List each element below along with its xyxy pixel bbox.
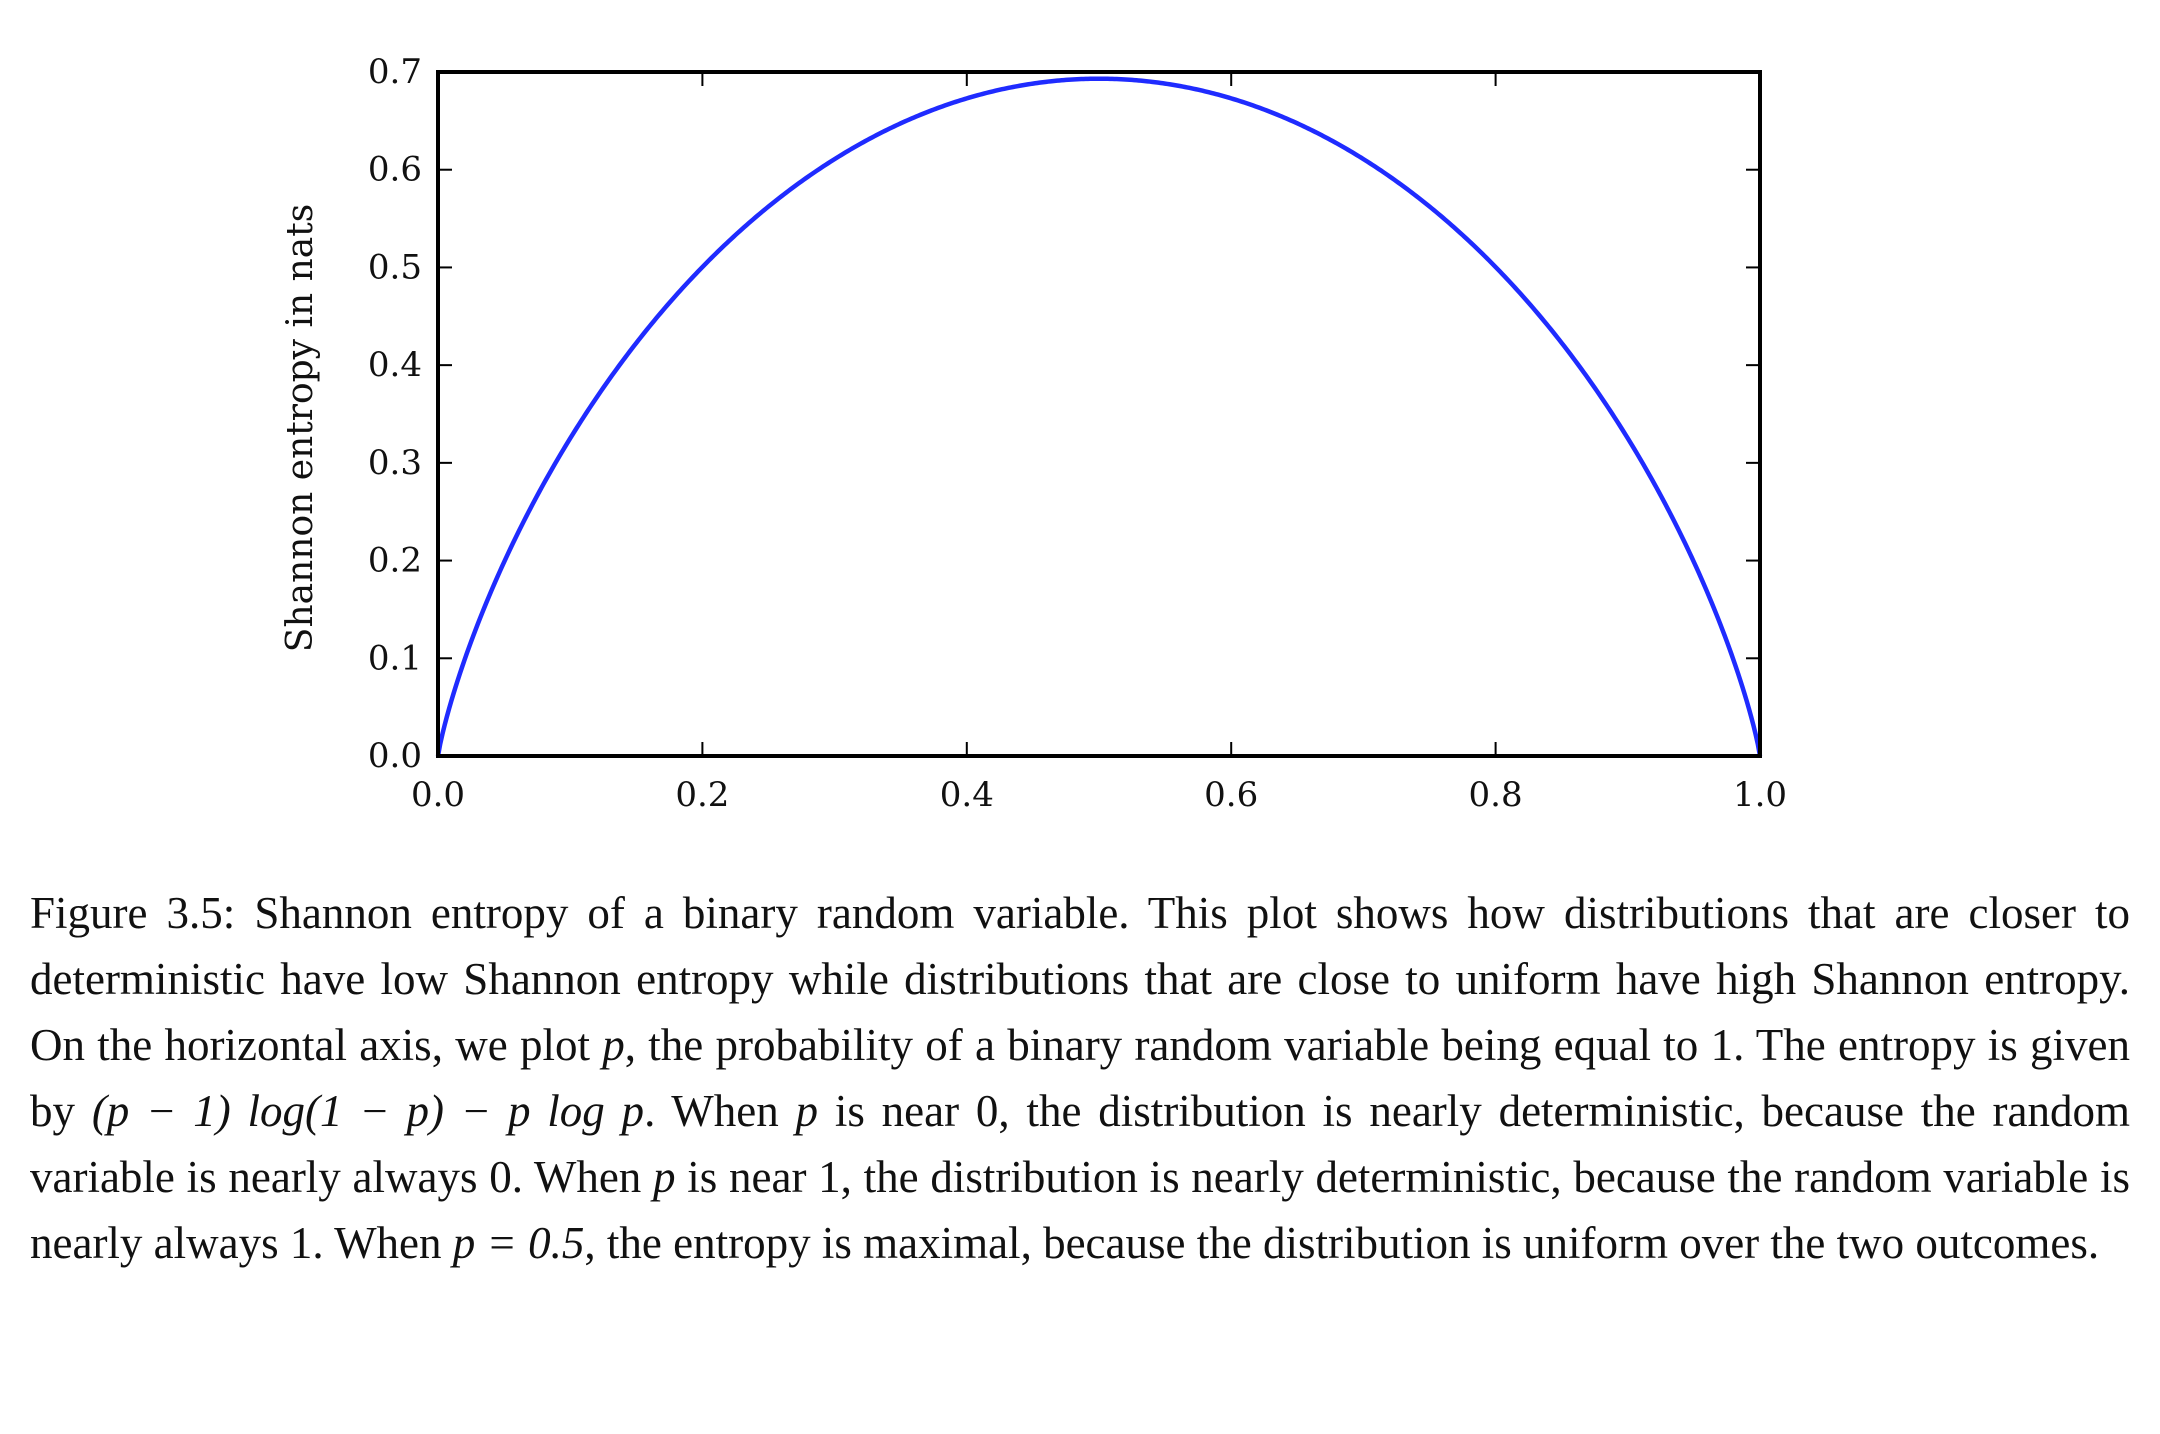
x-tick-label: 0.2: [675, 775, 729, 815]
caption-label: Figure 3.5:: [30, 888, 236, 938]
y-axis-ticks: 0.0 0.1 0.2 0.3 0.4 0.5 0.6 0.7: [368, 52, 1760, 776]
y-tick-label: 0.6: [368, 150, 422, 190]
entropy-curve-line: [435, 76, 1763, 757]
caption-var-p: p: [653, 1152, 676, 1202]
x-tick-label: 0.0: [411, 775, 465, 815]
caption-text: . When: [644, 1086, 796, 1136]
entropy-chart: 0.0 0.1 0.2 0.3 0.4 0.5 0.6 0.7 0.0 0.2 0.4 0.6 0.8…: [280, 52, 1787, 815]
x-axis-ticks: 0.0 0.2 0.4 0.6 0.8 1.0: [411, 72, 1787, 815]
plot-frame: [436, 70, 1762, 758]
y-tick-label: 0.7: [368, 52, 422, 92]
caption-text: is near 1, the distribution is nearly de…: [30, 1152, 2131, 1268]
caption-text: , the probability of a binary random var…: [30, 1020, 2130, 1136]
y-tick-label: 0.2: [368, 541, 422, 581]
x-tick-label: 0.8: [1469, 775, 1523, 815]
figure-caption: Figure 3.5: Shannon entropy of a binary …: [30, 880, 2130, 1276]
y-tick-label: 0.1: [368, 638, 422, 678]
caption-text: , the entropy is maximal, because the di…: [584, 1218, 2100, 1268]
y-axis-title: Shannon entropy in nats: [280, 204, 321, 652]
caption-var-p: p: [602, 1020, 625, 1070]
caption-equation: p = 0.5: [452, 1218, 585, 1268]
y-tick-label: 0.5: [368, 247, 422, 287]
y-tick-label: 0.0: [368, 736, 422, 776]
x-tick-label: 1.0: [1733, 775, 1787, 815]
caption-text: Shannon entropy of a binary random varia…: [30, 888, 2130, 1070]
caption-text: is near 0, the distribution is nearly de…: [30, 1086, 2131, 1202]
x-tick-label: 0.6: [1204, 775, 1258, 815]
y-tick-label: 0.3: [368, 443, 422, 483]
caption-var-p: p: [795, 1086, 819, 1136]
x-tick-label: 0.4: [940, 775, 994, 815]
caption-formula: (p − 1) log(1 − p) − p log p: [91, 1086, 645, 1136]
y-tick-label: 0.4: [368, 345, 422, 385]
